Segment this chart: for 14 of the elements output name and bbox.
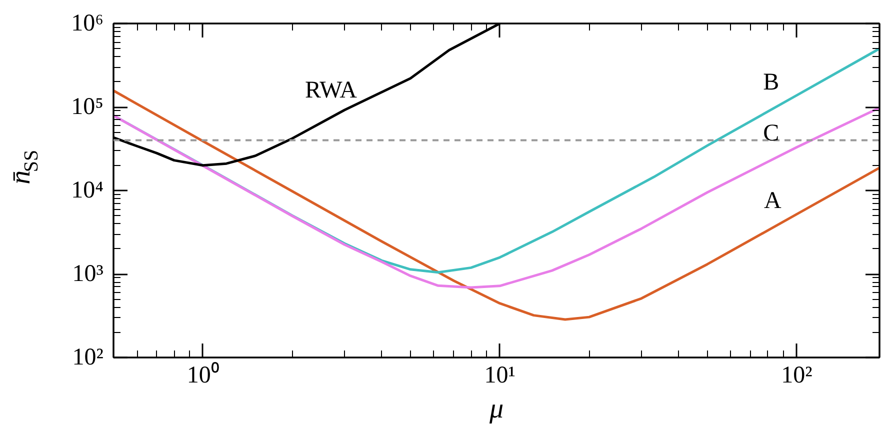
x-tick-label: 10²	[781, 362, 812, 388]
y-tick-label: 10²	[72, 344, 104, 370]
annotation: A	[764, 188, 782, 214]
x-tick-label: 10¹	[484, 362, 516, 388]
annotation: RWA	[304, 77, 358, 104]
annotation: B	[763, 70, 780, 96]
y-tick-label: 10⁴	[71, 178, 104, 204]
x-axis-title: μ	[488, 394, 504, 424]
annotation: C	[763, 120, 780, 146]
y-tick-label: 10³	[72, 261, 104, 287]
y-axis-title: n̄SS	[6, 150, 42, 184]
x-tick-label: 10⁰	[186, 362, 219, 388]
y-tick-label: 10⁵	[71, 94, 104, 120]
y-tick-label: 10⁶	[71, 10, 104, 36]
